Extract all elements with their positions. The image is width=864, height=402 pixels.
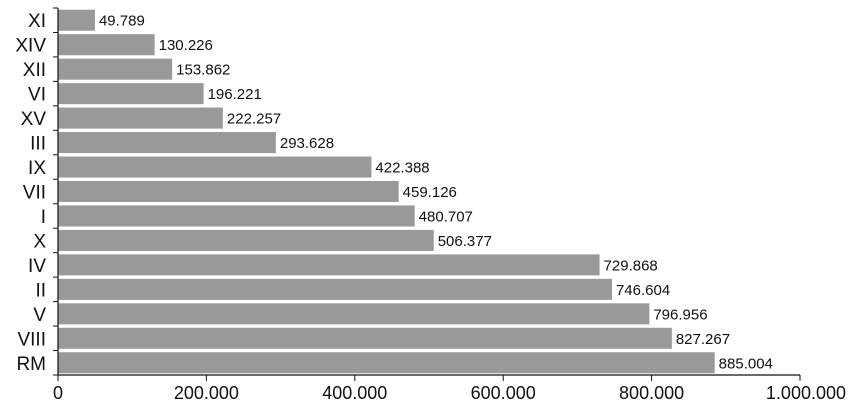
value-label-xiv: 130.226 xyxy=(159,37,213,54)
bar-viii xyxy=(58,327,672,349)
category-label-xiv: XIV xyxy=(15,36,46,57)
value-label-x: 506.377 xyxy=(438,233,492,250)
bar-vii xyxy=(58,180,399,203)
value-label-ix: 422.388 xyxy=(375,160,429,177)
bar-x xyxy=(58,229,434,251)
category-label-vii: VII xyxy=(23,183,46,204)
value-label-xii: 153.862 xyxy=(176,62,230,79)
bars-layer xyxy=(58,9,715,374)
bar-ix xyxy=(58,156,372,178)
bar-xiv xyxy=(58,34,155,56)
category-label-i: I xyxy=(41,207,46,228)
category-label-ix: IX xyxy=(28,158,46,179)
value-label-xi: 49.789 xyxy=(99,13,145,30)
value-label-xv: 222.257 xyxy=(227,111,281,128)
bar-xi xyxy=(58,9,95,31)
x-tick-label: 200.000 xyxy=(174,383,239,402)
value-label-v: 796.956 xyxy=(653,306,707,323)
bar-iv xyxy=(58,254,600,276)
bar-i xyxy=(58,205,415,227)
category-label-iii: III xyxy=(30,134,46,155)
category-label-ii: II xyxy=(35,280,46,301)
bar-vi xyxy=(58,83,204,105)
value-label-viii: 827.267 xyxy=(676,331,730,348)
axes: 0 200.000 400.000 600.000 800.000 1.000.000 xyxy=(53,7,846,402)
value-labels-layer: 49.789 130.226 153.862 196.221 222.257 293.62… xyxy=(99,13,773,373)
value-label-vi: 196.221 xyxy=(208,86,262,103)
category-label-rm: RM xyxy=(16,354,46,375)
category-label-x: X xyxy=(33,231,46,252)
value-label-iv: 729.868 xyxy=(604,257,658,274)
value-label-ii: 746.604 xyxy=(616,282,670,299)
category-label-iv: IV xyxy=(28,256,46,277)
value-label-iii: 293.628 xyxy=(280,135,334,152)
x-tick-label: 600.000 xyxy=(471,383,536,402)
bar-v xyxy=(58,303,650,325)
bar-iii xyxy=(58,132,276,154)
x-tick-label: 800.000 xyxy=(619,383,684,402)
bar-xv xyxy=(58,107,223,129)
x-tick-label: 0 xyxy=(53,383,63,402)
bar-xii xyxy=(58,58,173,80)
category-label-vi: VI xyxy=(28,85,46,106)
x-tick-label: 400.000 xyxy=(322,383,387,402)
category-label-xv: XV xyxy=(21,109,47,130)
x-tick-label: 1.000.000 xyxy=(766,383,846,402)
value-label-vii: 459.126 xyxy=(403,184,457,201)
value-label-rm: 885.004 xyxy=(719,355,773,372)
value-label-i: 480.707 xyxy=(419,208,473,225)
category-label-v: V xyxy=(33,305,46,326)
category-label-xii: XII xyxy=(23,60,46,81)
category-label-xi: XI xyxy=(28,11,46,32)
category-label-viii: VIII xyxy=(17,329,46,350)
bar-rm xyxy=(58,352,715,374)
bar-ii xyxy=(58,278,612,300)
